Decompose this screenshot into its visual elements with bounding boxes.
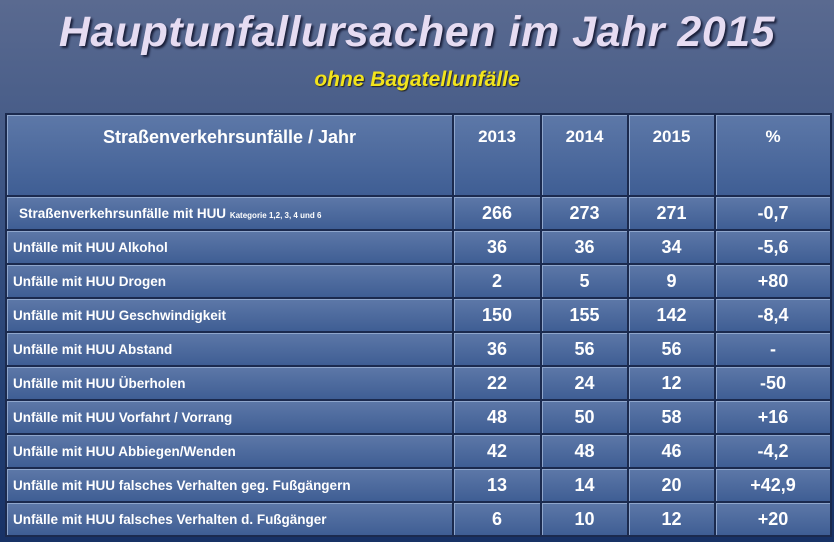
table-row: Unfälle mit HUU Drogen 2 5 9 +80	[5, 263, 832, 299]
value-cell: 24	[540, 365, 629, 401]
row-label: Unfälle mit HUU Abstand	[13, 341, 173, 357]
subtitle: ohne Bagatellunfälle	[314, 68, 520, 91]
value-cell: 5	[540, 263, 629, 299]
row-label: Unfälle mit HUU Vorfahrt / Vorrang	[13, 409, 233, 425]
value-cell: 34	[627, 229, 716, 265]
row-label-cell: Unfälle mit HUU Abstand	[5, 331, 454, 367]
value-cell: -0,7	[714, 195, 832, 231]
table-row: Unfälle mit HUU Geschwindigkeit 150 155 142…	[5, 297, 832, 333]
value-cell: 6	[452, 501, 542, 537]
row-label: Straßenverkehrsunfälle mit HUU	[19, 205, 227, 221]
value-cell: 48	[452, 399, 542, 435]
value-cell: 14	[540, 467, 629, 503]
value-cell: 10	[540, 501, 629, 537]
table-row: Unfälle mit HUU Alkohol 36 36 34 -5,6	[5, 229, 832, 265]
row-label: Unfälle mit HUU falsches Verhalten d. Fu…	[13, 511, 327, 527]
value-cell: 22	[452, 365, 542, 401]
row-label: Unfälle mit HUU Alkohol	[13, 239, 168, 255]
value-cell: -5,6	[714, 229, 832, 265]
table-row: Straßenverkehrsunfälle mit HUU Kategorie…	[5, 195, 832, 231]
table-row: Unfälle mit HUU Abbiegen/Wenden 42 48 46 -4,…	[5, 433, 832, 469]
header-cell: 2014	[540, 113, 629, 197]
row-note: Kategorie 1,2, 3, 4 und 6	[229, 210, 322, 220]
row-label: Unfälle mit HUU Überholen	[13, 375, 186, 391]
value-cell: +20	[714, 501, 832, 537]
row-label-cell: Unfälle mit HUU Vorfahrt / Vorrang	[5, 399, 454, 435]
value-cell: 58	[627, 399, 716, 435]
value-cell: -4,2	[714, 433, 832, 469]
value-cell: 56	[627, 331, 716, 367]
value-cell: 42	[452, 433, 542, 469]
table-row: Unfälle mit HUU Abstand 36 56 56-	[5, 331, 832, 367]
table: Straßenverkehrsunfälle / Jahr 2013 2014 201…	[5, 113, 832, 537]
table-row: Unfälle mit HUU falsches Verhalten d. Fu…	[5, 501, 832, 537]
value-cell: +16	[714, 399, 832, 435]
row-label-cell: Unfälle mit HUU Überholen	[5, 365, 454, 401]
value-cell: 36	[452, 331, 542, 367]
value-cell: -50	[714, 365, 832, 401]
table-row: Unfälle mit HUU Überholen 22 24 12 -50	[5, 365, 832, 401]
value-cell: 271	[627, 195, 716, 231]
value-cell: 155	[540, 297, 629, 333]
value-cell: 46	[627, 433, 716, 469]
row-label-cell: Straßenverkehrsunfälle mit HUU Kategorie…	[5, 195, 454, 231]
row-label: Unfälle mit HUU Geschwindigkeit	[13, 307, 227, 323]
row-label: Unfälle mit HUU Abbiegen/Wenden	[13, 443, 236, 459]
value-cell: 12	[627, 501, 716, 537]
value-cell: 36	[540, 229, 629, 265]
header-cell: Straßenverkehrsunfälle / Jahr	[5, 113, 454, 197]
value-cell: 2	[452, 263, 542, 299]
table-row: Unfälle mit HUU Vorfahrt / Vorrang 48 50 58…	[5, 399, 832, 435]
row-label-cell: Unfälle mit HUU falsches Verhalten d. Fu…	[5, 501, 454, 537]
value-cell: -8,4	[714, 297, 832, 333]
header-cell: %	[714, 113, 832, 197]
value-cell: 12	[627, 365, 716, 401]
value-cell: 56	[540, 331, 629, 367]
header-cell: 2015	[627, 113, 716, 197]
value-cell: 142	[627, 297, 716, 333]
title: Hauptunfallursachen im Jahr 2015	[58, 8, 776, 56]
value-cell: 150	[452, 297, 542, 333]
value-cell: 48	[540, 433, 629, 469]
value-cell: 20	[627, 467, 716, 503]
value-cell: +80	[714, 263, 832, 299]
row-label-cell: Unfälle mit HUU Drogen	[5, 263, 454, 299]
header-cell: 2013	[452, 113, 542, 197]
row-label-cell: Unfälle mit HUU Geschwindigkeit	[5, 297, 454, 333]
row-label-cell: Unfälle mit HUU falsches Verhalten geg. …	[5, 467, 454, 503]
value-cell: 36	[452, 229, 542, 265]
table-row: Unfälle mit HUU falsches Verhalten geg. …	[5, 467, 832, 503]
row-label-cell: Unfälle mit HUU Abbiegen/Wenden	[5, 433, 454, 469]
value-cell: +42,9	[714, 467, 832, 503]
value-cell: 266	[452, 195, 542, 231]
value-cell: 13	[452, 467, 542, 503]
row-label: Unfälle mit HUU Drogen	[13, 273, 167, 289]
value-cell: 50	[540, 399, 629, 435]
value-cell: 273	[540, 195, 629, 231]
value-cell: 9	[627, 263, 716, 299]
header-row: Straßenverkehrsunfälle / Jahr 2013 2014 201…	[5, 113, 832, 197]
value-cell: -	[714, 331, 832, 367]
row-label-cell: Unfälle mit HUU Alkohol	[5, 229, 454, 265]
row-label: Unfälle mit HUU falsches Verhalten geg. …	[13, 477, 351, 493]
